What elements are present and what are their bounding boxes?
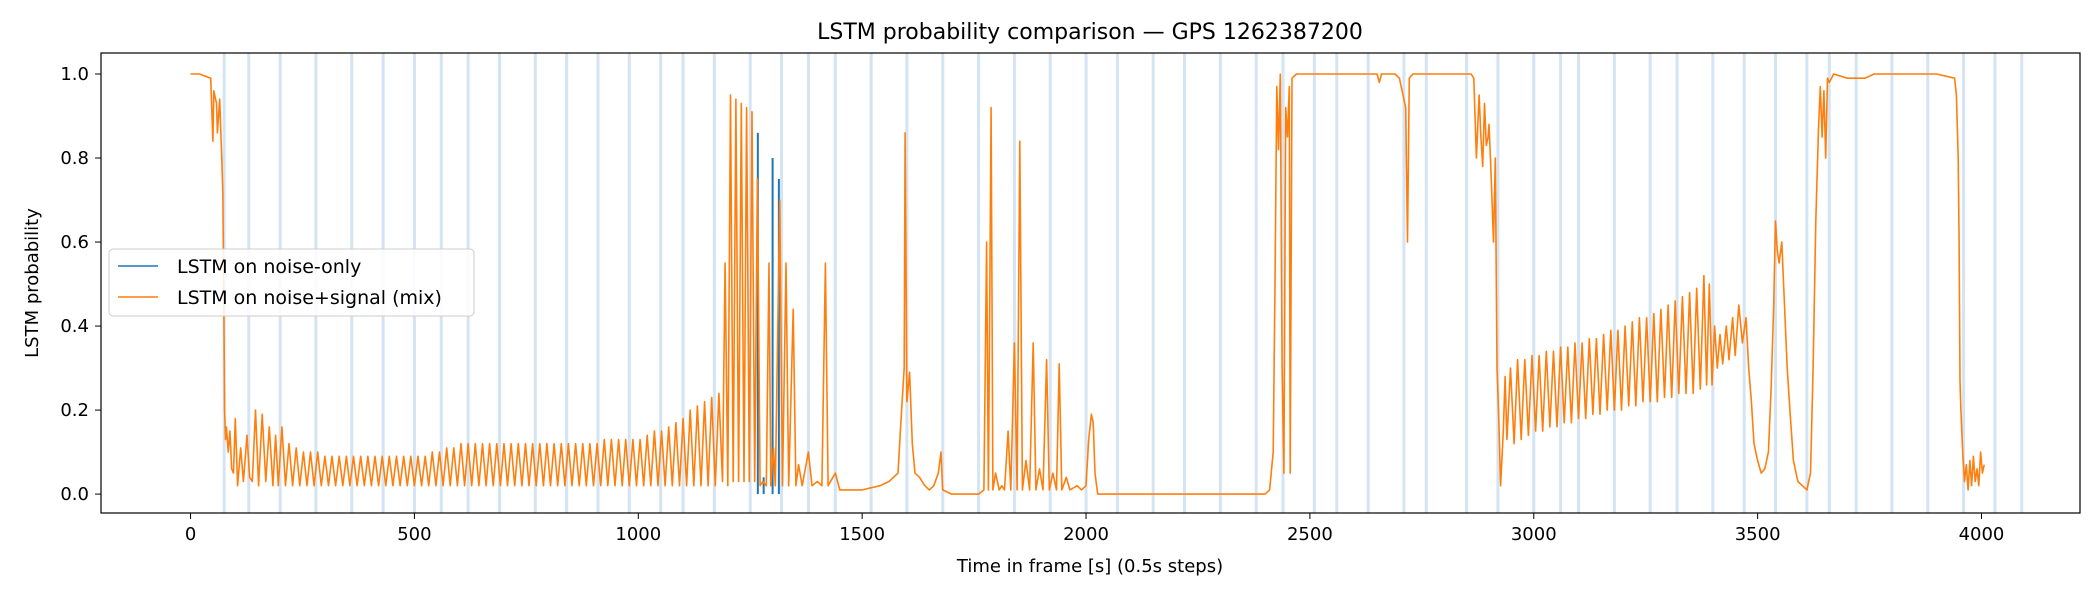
y-tick-label-3: 0.6: [60, 232, 89, 253]
x-axis-label: Time in frame [s] (0.5s steps): [956, 556, 1223, 577]
mix-series-line: [190, 73, 1985, 495]
x-tick-label-3: 1500: [839, 524, 885, 545]
band-group: [222, 53, 2024, 513]
x-tick-label-1: 500: [397, 524, 431, 545]
y-tick-label-5: 1.0: [60, 64, 89, 85]
legend: LSTM on noise-only LSTM on noise+signal …: [108, 248, 475, 317]
y-tick-label-2: 0.4: [60, 316, 89, 337]
x-tick-label-6: 3000: [1511, 524, 1557, 545]
y-tick-label-1: 0.2: [60, 400, 89, 421]
legend-label-noise-only: LSTM on noise-only: [177, 256, 361, 278]
x-tick-label-8: 4000: [1959, 524, 2005, 545]
legend-label-mix: LSTM on noise+signal (mix): [177, 287, 442, 309]
y-tick-label-4: 0.8: [60, 148, 89, 169]
x-tick-label-0: 0: [185, 524, 196, 545]
tick-group: 0 500 1000 1500 2000 2500 3000 3500 4000 0.0 0.2 0.…: [60, 64, 2004, 545]
x-tick-label-4: 2000: [1063, 524, 1109, 545]
series-group: [190, 73, 1985, 495]
x-tick-label-2: 1000: [615, 524, 661, 545]
legend-box: [108, 248, 475, 317]
x-tick-label-7: 3500: [1735, 524, 1781, 545]
y-axis-label: LSTM probability: [22, 208, 43, 358]
y-tick-label-0: 0.0: [60, 484, 89, 505]
x-tick-label-5: 2500: [1287, 524, 1333, 545]
chart-title: LSTM probability comparison — GPS 126238…: [817, 20, 1363, 45]
plot-frame: [100, 52, 2081, 514]
